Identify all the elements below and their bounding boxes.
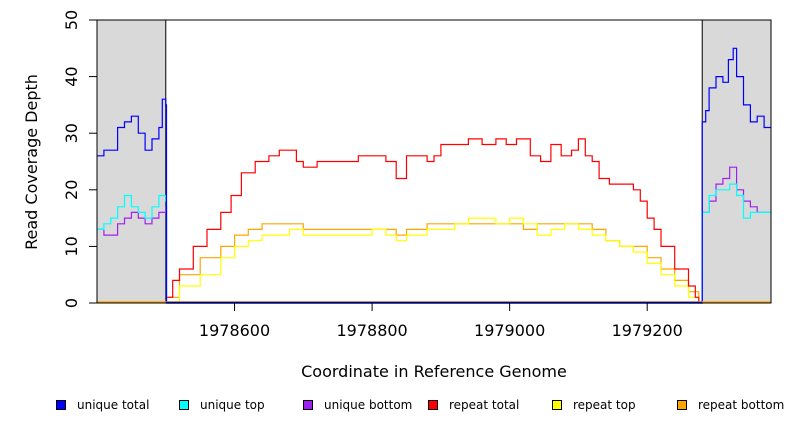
series-line-unique-total bbox=[97, 47, 771, 304]
x-tick-label: 1979000 bbox=[474, 321, 545, 340]
y-tick-label: 40 bbox=[62, 66, 81, 86]
legend-item-repeat-top: repeat top bbox=[552, 398, 636, 412]
legend-label: repeat bottom bbox=[698, 398, 785, 412]
coverage-chart: 1978600 1978800 1979000 1979200 0 10 20 30 40 50… bbox=[22, 10, 772, 381]
legend-swatch bbox=[56, 400, 66, 410]
legend-item-repeat-total: repeat total bbox=[428, 398, 519, 412]
series-line-repeat-total bbox=[166, 138, 700, 303]
legend-label: repeat total bbox=[449, 398, 520, 412]
y-tick-label: 50 bbox=[62, 10, 81, 30]
legend-swatch bbox=[552, 400, 562, 410]
legend-swatch bbox=[428, 400, 438, 410]
legend-swatch bbox=[179, 400, 189, 410]
legend-item-repeat-bottom: repeat bottom bbox=[677, 398, 784, 412]
shaded-region bbox=[96, 19, 167, 304]
legend-label: unique top bbox=[200, 398, 265, 412]
x-axis-label: Coordinate in Reference Genome bbox=[301, 362, 567, 381]
plot-frame bbox=[96, 19, 772, 304]
series-line-repeat-top bbox=[166, 217, 700, 304]
y-tick-label: 20 bbox=[62, 180, 81, 200]
y-tick-label: 0 bbox=[62, 298, 81, 308]
legend-item-unique-total: unique total bbox=[56, 398, 149, 412]
x-tick-label: 1978600 bbox=[199, 321, 270, 340]
legend-item-unique-bottom: unique bottom bbox=[303, 398, 412, 412]
y-axis-label: Read Coverage Depth bbox=[22, 74, 41, 250]
y-tick-label: 10 bbox=[62, 236, 81, 256]
x-tick-label: 1978800 bbox=[336, 321, 407, 340]
legend-label: unique total bbox=[77, 398, 150, 412]
series-line-unique-bottom bbox=[97, 166, 771, 304]
legend-item-unique-top: unique top bbox=[179, 398, 265, 412]
legend-swatch bbox=[303, 400, 313, 410]
legend-label: repeat top bbox=[573, 398, 636, 412]
series-line-repeat-bottom bbox=[166, 223, 700, 303]
series-layer bbox=[97, 47, 771, 304]
x-axis-ticks: 1978600 1978800 1979000 1979200 bbox=[199, 303, 683, 340]
legend: unique total unique top unique bottom re… bbox=[0, 398, 792, 420]
x-tick-label: 1979200 bbox=[612, 321, 683, 340]
series-line-unique-top bbox=[97, 183, 771, 304]
legend-label: unique bottom bbox=[324, 398, 413, 412]
legend-swatch bbox=[677, 400, 687, 410]
y-tick-label: 30 bbox=[62, 123, 81, 143]
y-axis-ticks: 0 10 20 30 40 50 bbox=[62, 10, 97, 308]
